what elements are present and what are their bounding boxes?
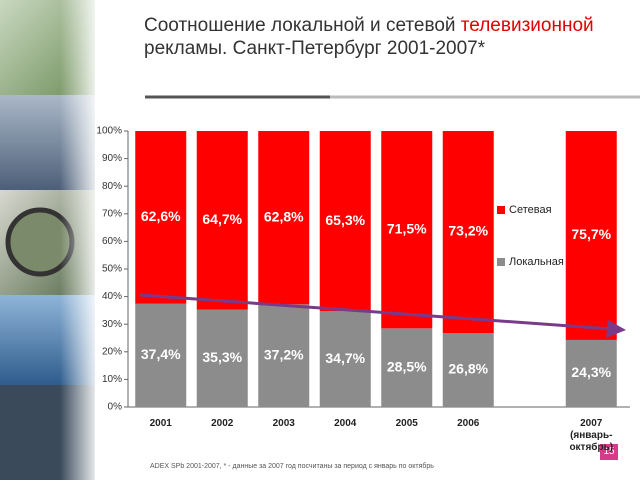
legend-label: Локальная	[509, 256, 564, 268]
legend: Сетевая Локальная	[497, 204, 564, 268]
bar-segment	[135, 131, 187, 304]
data-label: 24,3%	[571, 364, 611, 380]
y-tick-label: 30%	[102, 319, 122, 330]
x-tick-label: 2004	[334, 418, 357, 429]
title-text: Соотношение локальной и сетевой	[144, 15, 456, 36]
y-tick-label: 100%	[96, 126, 122, 137]
data-label: 64,7%	[202, 211, 242, 227]
y-tick-label: 20%	[102, 346, 122, 357]
bar-segment	[135, 303, 187, 407]
x-tick-label: 2001	[149, 418, 172, 429]
y-tick-label: 80%	[102, 181, 122, 192]
photo-strip	[0, 0, 100, 480]
bar-segment	[442, 333, 494, 407]
x-tick-label: 2006	[457, 418, 480, 429]
x-tick-label: 2005	[395, 418, 418, 429]
x-tick-label: 2003	[272, 418, 295, 429]
bar-segment	[258, 304, 310, 407]
data-label: 75,7%	[571, 226, 611, 242]
data-label: 26,8%	[448, 361, 488, 377]
data-label: 28,5%	[387, 358, 427, 374]
page-number: 15	[600, 444, 618, 460]
bar-segment	[565, 131, 617, 340]
bar-segment	[258, 131, 310, 305]
y-tick-label: 90%	[102, 153, 122, 164]
trend-arrow	[139, 293, 613, 331]
y-tick-label: 0%	[108, 402, 123, 413]
y-tick-label: 50%	[102, 264, 122, 275]
legend-swatch	[497, 258, 505, 266]
title-text: 2001-2007*	[386, 38, 486, 59]
bar-segment	[319, 311, 371, 407]
bar-segment	[381, 328, 433, 407]
data-label: 62,6%	[141, 208, 181, 224]
slide-title: Соотношение локальной и сетевой телевизи…	[144, 14, 624, 60]
data-label: 34,7%	[325, 350, 365, 366]
y-tick-label: 10%	[102, 374, 122, 385]
bar-segment	[196, 131, 248, 310]
bar-segment	[196, 309, 248, 407]
legend-label: Сетевая	[509, 204, 552, 216]
y-tick-label: 70%	[102, 208, 122, 219]
title-highlight: телевизионной	[460, 15, 594, 36]
data-label: 37,2%	[264, 346, 304, 362]
trend-arrow-head	[606, 320, 626, 338]
bar-segment	[442, 131, 494, 334]
data-label: 62,8%	[264, 208, 304, 224]
data-label: 35,3%	[202, 349, 242, 365]
y-tick-label: 60%	[102, 236, 122, 247]
bar-segment	[565, 339, 617, 407]
data-label: 65,3%	[325, 212, 365, 228]
legend-swatch	[497, 206, 505, 214]
footnote: ADEX SPb 2001-2007, * - данные за 2007 г…	[150, 463, 434, 470]
x-tick-label: 2007 (январь-октябрь)	[569, 418, 614, 453]
data-label: 71,5%	[387, 220, 427, 236]
y-tick-label: 40%	[102, 291, 122, 302]
data-label: 73,2%	[448, 223, 488, 239]
bar-segment	[319, 131, 371, 312]
bar-segment	[381, 131, 433, 329]
title-text: рекламы. Санкт-Петербург	[144, 38, 382, 59]
data-label: 37,4%	[141, 346, 181, 362]
x-tick-label: 2002	[211, 418, 234, 429]
